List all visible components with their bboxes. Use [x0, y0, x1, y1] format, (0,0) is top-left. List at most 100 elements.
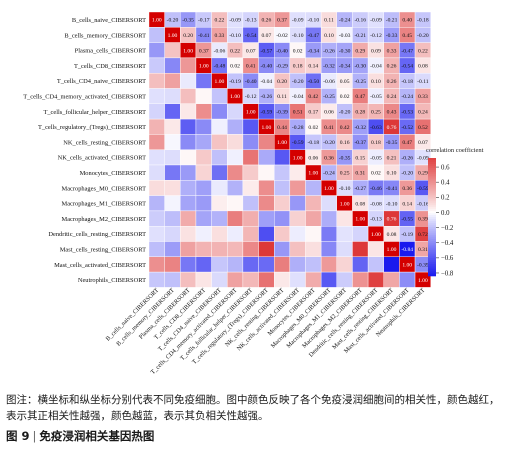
- heatmap-cell: [258, 180, 275, 196]
- heatmap-cell: [242, 241, 259, 258]
- cell-value-label: -0.16: [354, 18, 366, 24]
- heatmap-cell: [289, 271, 306, 288]
- cell-value-label: -0.20: [401, 171, 413, 177]
- legend-gradient-step: [428, 274, 436, 277]
- heatmap-cell: [352, 271, 369, 288]
- cell-value-label: -0.19: [401, 232, 413, 238]
- cell-value-label: 0.43: [387, 109, 397, 115]
- heatmap-cell: [164, 210, 181, 227]
- cell-value-label: 0.33: [418, 94, 428, 100]
- cell-value-label: -0.33: [386, 33, 398, 39]
- heatmap-cell: [148, 42, 165, 59]
- heatmap-cell: [242, 164, 259, 181]
- cell-value-label: -0.32: [354, 125, 366, 131]
- legend-gradient-step: [428, 222, 436, 226]
- heatmap-cell: [274, 180, 291, 196]
- cell-value-label: -0.63: [370, 125, 382, 131]
- heatmap-cell: [289, 164, 306, 181]
- legend-title: correlation coefficient: [426, 147, 484, 154]
- heatmap-cell: [227, 225, 244, 242]
- cell-value-label: 0.47: [355, 94, 365, 100]
- legend-gradient-step: [428, 165, 436, 169]
- legend-gradient-step: [428, 189, 436, 192]
- cell-value-label: 0.51: [293, 109, 303, 115]
- legend-gradient-step: [428, 246, 436, 249]
- heatmap-cell: [305, 225, 322, 242]
- cell-value-label: -0.16: [417, 201, 429, 207]
- cell-value-label: 0.02: [371, 171, 381, 177]
- cell-value-label: -0.35: [386, 140, 398, 146]
- cell-value-label: -0.19: [229, 79, 241, 85]
- legend-gradient-step: [428, 195, 436, 198]
- cell-value-label: 1.00: [183, 48, 193, 54]
- heatmap-cell: [211, 195, 228, 212]
- legend-gradient-step: [428, 203, 436, 206]
- heatmap-cells: [148, 11, 431, 288]
- cell-value-label: -0.27: [354, 186, 366, 192]
- legend-tick-label: 0.4: [441, 180, 450, 187]
- legend-gradient-step: [428, 254, 436, 257]
- heatmap-cell: [352, 241, 369, 258]
- legend-gradient-step: [428, 224, 436, 228]
- heatmap-cell: [164, 149, 181, 166]
- heatmap-cell: [305, 241, 322, 258]
- heatmap-cell: [148, 210, 165, 227]
- cell-value-label: -0.57: [261, 48, 273, 54]
- heatmap-cell: [336, 225, 353, 242]
- legend-gradient-step: [428, 268, 436, 271]
- legend-tick-label: −0.6: [441, 255, 454, 262]
- legend-gradient-step: [428, 193, 436, 196]
- cell-value-label: 0.18: [293, 64, 303, 70]
- cell-value-label: 0.37: [277, 18, 287, 24]
- legend-gradient-step: [428, 197, 436, 200]
- row-label: NK_cells_resting_CIBERSORT: [63, 139, 146, 146]
- cell-value-label: 0.15: [355, 155, 365, 161]
- heatmap-cell: [180, 195, 197, 212]
- heatmap-cell: [211, 149, 228, 166]
- cell-value-label: -0.41: [198, 33, 210, 39]
- legend-gradient-step: [428, 179, 436, 182]
- cell-value-label: -0.21: [354, 33, 366, 39]
- legend-gradient-step: [428, 230, 436, 234]
- legend-gradient-step: [428, 169, 436, 173]
- heatmap-cell: [148, 164, 165, 181]
- heatmap-cell: [180, 103, 197, 120]
- cell-value-label: 0.33: [215, 33, 225, 39]
- heatmap-cell: [195, 271, 212, 288]
- legend-gradient-step: [428, 242, 436, 245]
- heatmap-cell: [336, 256, 353, 273]
- legend-gradient-step: [428, 236, 436, 239]
- cell-value-label: -0.26: [261, 94, 273, 100]
- legend-gradient-step: [428, 183, 436, 186]
- heatmap-cell: [148, 271, 165, 288]
- heatmap-cell: [336, 241, 353, 258]
- cell-value-label: -0.06: [323, 79, 335, 85]
- heatmap-cell: [211, 134, 228, 150]
- cell-value-label: 1.00: [387, 247, 397, 253]
- legend-gradient-step: [428, 232, 436, 235]
- cell-value-label: -0.12: [245, 94, 257, 100]
- legend-tick-label: −0.4: [441, 240, 454, 247]
- cell-value-label: 0.02: [293, 48, 303, 54]
- cell-value-label: -0.17: [198, 18, 210, 24]
- heatmap-cell: [274, 256, 291, 273]
- legend-gradient-step: [428, 240, 436, 243]
- heatmap-cell: [164, 118, 181, 135]
- row-label: T_cells_CD4_naive_CIBERSORT: [57, 78, 146, 85]
- heatmap-cell: [180, 271, 197, 288]
- cell-value-label: -0.05: [370, 155, 382, 161]
- cell-value-label: 1.00: [355, 217, 365, 223]
- cell-value-label: 0.26: [261, 18, 271, 24]
- heatmap-cell: [195, 134, 212, 150]
- cell-value-label: -0.59: [417, 186, 429, 192]
- cell-value-label: 0.24: [387, 94, 397, 100]
- cell-value-label: -0.04: [370, 64, 382, 70]
- heatmap-cell: [274, 164, 291, 181]
- cell-value-label: 1.00: [418, 278, 428, 284]
- cell-value-label: -0.20: [292, 79, 304, 85]
- cell-value-label: -0.39: [276, 109, 288, 115]
- cell-value-label: 0.14: [308, 64, 318, 70]
- row-label: B_cells_naive_CIBERSORT: [72, 17, 146, 24]
- legend-gradient-step: [428, 175, 436, 178]
- heatmap-cell: [227, 195, 244, 212]
